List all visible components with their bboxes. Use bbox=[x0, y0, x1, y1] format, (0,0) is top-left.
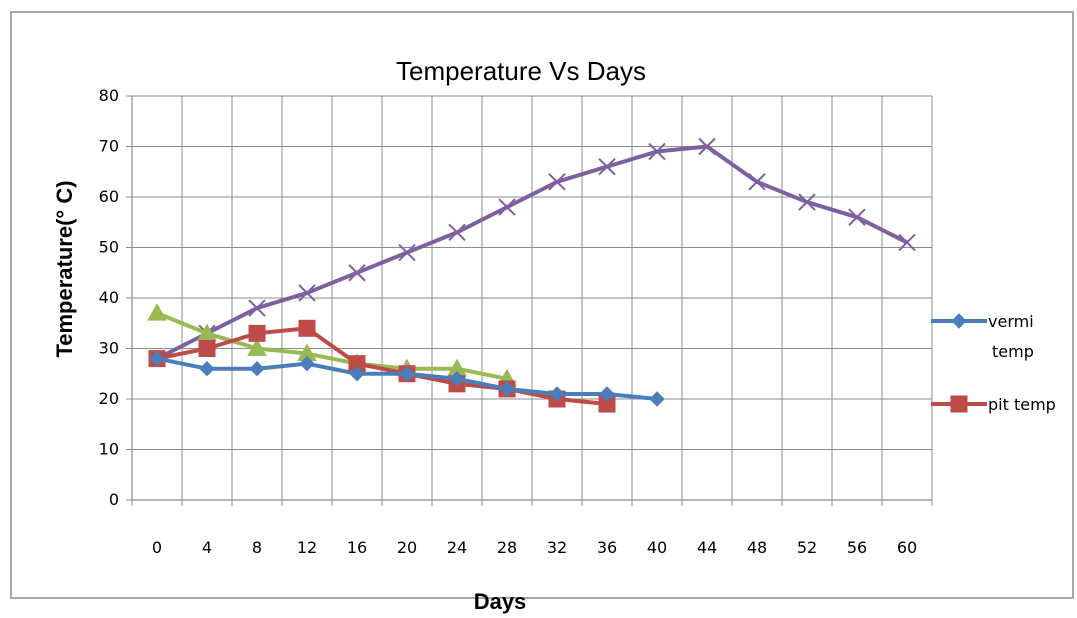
marker-stroke bbox=[798, 193, 816, 211]
data-point-marker bbox=[298, 319, 316, 337]
data-point-marker bbox=[349, 366, 365, 382]
data-point-marker bbox=[499, 381, 515, 397]
data-point-marker bbox=[548, 173, 566, 191]
legend-item-0: vermi temp bbox=[931, 312, 1034, 361]
marker-stroke bbox=[548, 173, 566, 191]
data-point-marker bbox=[498, 198, 516, 216]
y-tick-label: 70 bbox=[99, 137, 119, 156]
x-tick-label: 12 bbox=[297, 538, 317, 557]
data-point-marker bbox=[648, 142, 666, 161]
y-tick-label: 80 bbox=[99, 86, 119, 105]
x-tick-label: 4 bbox=[202, 538, 212, 557]
x-tick-label: 8 bbox=[252, 538, 262, 557]
series-line bbox=[156, 326, 608, 407]
x-tick-label: 28 bbox=[497, 538, 517, 557]
legend-layer: vermi temp pit temp bbox=[931, 312, 1056, 414]
data-point-marker bbox=[549, 386, 565, 402]
x-tick-label: 40 bbox=[647, 538, 667, 557]
data-point-marker bbox=[848, 208, 866, 226]
grid-layer bbox=[131, 95, 933, 501]
x-tick-label: 48 bbox=[747, 538, 767, 557]
data-point-marker bbox=[898, 233, 916, 252]
marker-stroke bbox=[898, 233, 916, 252]
data-point-marker bbox=[598, 157, 616, 176]
legend-item-1: pit temp bbox=[931, 395, 1056, 414]
data-point-marker bbox=[398, 243, 416, 262]
data-point-marker bbox=[248, 324, 266, 342]
data-point-marker bbox=[748, 173, 766, 191]
y-tick-label: 60 bbox=[99, 187, 119, 206]
marker-stroke bbox=[398, 243, 416, 262]
series-layer bbox=[147, 137, 916, 413]
data-point-marker bbox=[147, 303, 167, 321]
y-tick-label: 40 bbox=[99, 288, 119, 307]
data-point-marker bbox=[950, 395, 968, 413]
data-point-marker bbox=[348, 264, 366, 282]
series-line bbox=[156, 311, 508, 381]
marker-stroke bbox=[748, 173, 766, 191]
marker-stroke bbox=[848, 208, 866, 226]
y-tick-label: 30 bbox=[99, 339, 119, 358]
data-point-marker bbox=[951, 313, 967, 329]
legend-label: vermi bbox=[988, 312, 1034, 331]
x-tick-label: 44 bbox=[697, 538, 717, 557]
x-tick-label: 52 bbox=[797, 538, 817, 557]
legend-label: temp bbox=[992, 342, 1034, 361]
data-point-marker bbox=[798, 193, 816, 211]
data-point-marker bbox=[247, 338, 267, 356]
y-tick-label: 0 bbox=[109, 490, 119, 509]
data-point-marker bbox=[448, 223, 466, 242]
marker-stroke bbox=[298, 284, 316, 302]
chart-border bbox=[10, 11, 1074, 599]
marker-stroke bbox=[648, 142, 666, 161]
legend-label: pit temp bbox=[988, 395, 1056, 414]
x-tick-label: 0 bbox=[152, 538, 162, 557]
data-point-marker bbox=[449, 371, 465, 387]
x-axis-title: Days bbox=[474, 589, 527, 614]
series-line bbox=[156, 144, 908, 361]
data-point-marker bbox=[298, 284, 316, 302]
x-tick-label: 32 bbox=[547, 538, 567, 557]
y-tick-label: 10 bbox=[99, 440, 119, 459]
data-point-marker bbox=[399, 366, 415, 382]
data-point-marker bbox=[249, 360, 265, 377]
x-tick-label: 24 bbox=[447, 538, 467, 557]
y-tick-label: 20 bbox=[99, 389, 119, 408]
chart-title: Temperature Vs Days bbox=[396, 56, 646, 86]
x-tick-label: 16 bbox=[347, 538, 367, 557]
marker-stroke bbox=[598, 157, 616, 176]
y-tick-label: 50 bbox=[99, 238, 119, 257]
data-point-marker bbox=[698, 137, 716, 156]
marker-stroke bbox=[348, 264, 366, 282]
data-point-marker bbox=[198, 340, 216, 357]
data-point-marker bbox=[649, 391, 665, 407]
marker-stroke bbox=[698, 137, 716, 156]
marker-stroke bbox=[448, 223, 466, 242]
data-point-marker bbox=[299, 355, 315, 372]
x-tick-label: 60 bbox=[897, 538, 917, 557]
x-tick-label: 36 bbox=[597, 538, 617, 557]
marker-stroke bbox=[248, 299, 266, 317]
x-tick-label: 56 bbox=[847, 538, 867, 557]
data-point-marker bbox=[149, 350, 165, 367]
series-0 bbox=[149, 350, 665, 407]
data-point-marker bbox=[248, 299, 266, 317]
marker-stroke bbox=[498, 198, 516, 216]
y-axis-title: Temperature(° C) bbox=[52, 180, 77, 357]
data-point-marker bbox=[599, 386, 615, 402]
x-tick-label: 20 bbox=[397, 538, 417, 557]
data-point-marker bbox=[199, 360, 215, 377]
